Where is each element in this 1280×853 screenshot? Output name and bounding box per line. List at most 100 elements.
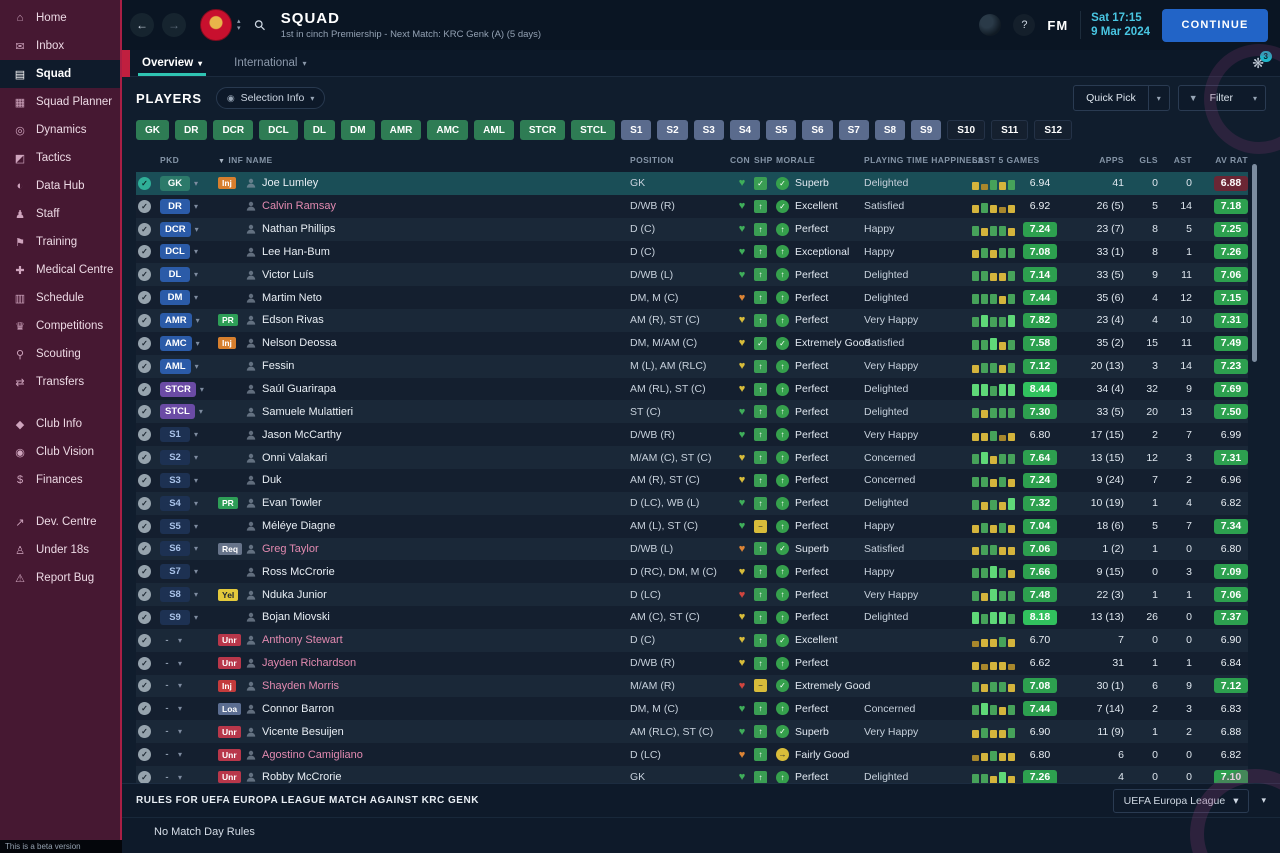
table-row[interactable]: ✓ S6 ▾ Req Greg Taylor D/WB (L) ♥ ↑ ✓ Su…	[136, 537, 1248, 561]
sidebar-item-club-info[interactable]: ◆ Club Info	[0, 410, 122, 438]
chevron-down-icon[interactable]: ▾	[195, 338, 200, 348]
chevron-down-icon[interactable]: ▾	[194, 178, 199, 188]
table-row[interactable]: ✓ DR ▾ Calvin Ramsay D/WB (R) ♥ ↑ ✓ Exce…	[136, 194, 1248, 218]
sidebar-item-competitions[interactable]: ♛ Competitions	[0, 312, 122, 340]
search-icon[interactable]: ⚲	[250, 15, 269, 34]
chevron-down-icon[interactable]: ▾	[1156, 93, 1161, 103]
chevron-down-icon[interactable]: ▾	[194, 293, 199, 303]
table-row[interactable]: ✓ - ▾ Loa Connor Barron DM, M (C) ♥ ↑ ↑ …	[136, 697, 1248, 721]
table-row[interactable]: ✓ S1 ▾ Jason McCarthy D/WB (R) ♥ ↑ ↑ Per…	[136, 423, 1248, 447]
picked-check-icon[interactable]: ✓	[138, 679, 151, 693]
position-filter-stcr[interactable]: STCR	[519, 120, 566, 140]
position-badge[interactable]: -	[165, 749, 169, 761]
player-name[interactable]: Joe Lumley	[262, 177, 319, 190]
player-name[interactable]: Evan Towler	[262, 497, 322, 510]
table-row[interactable]: ✓ - ▾ Unr Anthony Stewart D (C) ♥ ↑ ✓ Ex…	[136, 628, 1248, 652]
player-name[interactable]: Saúl Guarirapa	[262, 383, 336, 396]
picked-check-icon[interactable]: ✓	[138, 496, 151, 510]
table-row[interactable]: ✓ S3 ▾ Duk AM (R), ST (C) ♥ ↑ ↑ Perfect …	[136, 468, 1248, 492]
chevron-down-icon[interactable]: ▾	[178, 658, 183, 668]
table-row[interactable]: ✓ AMC ▾ Inj Nelson Deossa DM, M/AM (C) ♥…	[136, 331, 1248, 355]
player-name[interactable]: Samuele Mulattieri	[262, 405, 354, 418]
chevron-down-icon[interactable]: ▾	[194, 612, 199, 622]
chevron-down-icon[interactable]: ▾	[178, 635, 183, 645]
picked-check-icon[interactable]: ✓	[138, 268, 151, 282]
picked-check-icon[interactable]: ✓	[138, 451, 151, 465]
player-name[interactable]: Martim Neto	[262, 291, 322, 304]
tab-overview[interactable]: Overview ▾	[130, 50, 214, 76]
picked-check-icon[interactable]: ✓	[138, 633, 151, 647]
table-row[interactable]: ✓ DL ▾ Victor Luís D/WB (L) ♥ ↑ ↑ Perfec…	[136, 263, 1248, 287]
position-filter-dr[interactable]: DR	[175, 120, 208, 140]
position-badge[interactable]: -	[165, 726, 169, 738]
picked-check-icon[interactable]: ✓	[138, 473, 151, 487]
column-header-morale[interactable]: MORALE	[776, 155, 816, 165]
position-filter-s7[interactable]: S7	[838, 120, 869, 140]
forward-button[interactable]: →	[162, 13, 186, 37]
position-filter-dcr[interactable]: DCR	[213, 120, 254, 140]
column-header-gls[interactable]: GLS	[1139, 155, 1158, 165]
position-filter-amr[interactable]: AMR	[380, 120, 422, 140]
picked-check-icon[interactable]: ✓	[138, 222, 151, 236]
player-name[interactable]: Nathan Phillips	[262, 223, 336, 236]
position-filter-dcl[interactable]: DCL	[259, 120, 298, 140]
table-row[interactable]: ✓ AMR ▾ PR Edson Rivas AM (R), ST (C) ♥ …	[136, 309, 1248, 332]
sidebar-item-finances[interactable]: $ Finances	[0, 466, 122, 494]
table-row[interactable]: ✓ - ▾ Unr Jayden Richardson D/WB (R) ♥ ↑…	[136, 651, 1248, 675]
table-row[interactable]: ✓ S2 ▾ Onni Valakari M/AM (C), ST (C) ♥ …	[136, 446, 1248, 469]
chevron-down-icon[interactable]: ▾	[194, 475, 199, 485]
picked-check-icon[interactable]: ✓	[138, 176, 151, 190]
column-header-happiness[interactable]: PLAYING TIME HAPPINESS	[864, 155, 984, 165]
position-badge[interactable]: STCR	[160, 381, 196, 397]
position-filter-s12[interactable]: S12	[1034, 120, 1073, 140]
position-badge[interactable]: AMR	[160, 312, 192, 328]
position-badge[interactable]: -	[165, 680, 169, 692]
column-header-apps[interactable]: APPS	[1099, 155, 1124, 165]
collapse-panel-icon[interactable]: ▾	[1261, 795, 1266, 805]
picked-check-icon[interactable]: ✓	[138, 702, 151, 716]
chevron-down-icon[interactable]: ▾	[178, 750, 183, 760]
picked-check-icon[interactable]: ✓	[138, 428, 151, 442]
table-row[interactable]: ✓ S9 ▾ Bojan Miovski AM (C), ST (C) ♥ ↑ …	[136, 606, 1248, 629]
sidebar-item-report-bug[interactable]: ⚠ Report Bug	[0, 564, 122, 592]
position-filter-aml[interactable]: AML	[474, 120, 514, 140]
position-filter-gk[interactable]: GK	[136, 120, 169, 140]
vertical-scrollbar[interactable]	[1252, 164, 1257, 362]
player-name[interactable]: Fessin	[262, 360, 295, 373]
player-name[interactable]: Jayden Richardson	[262, 657, 357, 670]
position-filter-s10[interactable]: S10	[947, 120, 986, 140]
tab-international[interactable]: International ▾	[222, 50, 318, 76]
sidebar-item-scouting[interactable]: ⚲ Scouting	[0, 340, 122, 368]
position-badge[interactable]: S6	[160, 541, 190, 557]
picked-check-icon[interactable]: ✓	[138, 313, 151, 327]
sidebar-item-schedule[interactable]: ▥ Schedule	[0, 284, 122, 312]
column-header-con[interactable]: CON	[730, 155, 751, 165]
position-badge[interactable]: -	[165, 703, 169, 715]
chevron-down-icon[interactable]: ▾	[194, 270, 199, 280]
position-filter-s6[interactable]: S6	[802, 120, 833, 140]
position-badge[interactable]: DR	[160, 198, 190, 214]
sidebar-item-dynamics[interactable]: ◎ Dynamics	[0, 116, 122, 144]
chevron-down-icon[interactable]: ▾	[199, 384, 204, 394]
chevron-down-icon[interactable]: ▾	[194, 590, 199, 600]
player-name[interactable]: Robby McCrorie	[262, 771, 342, 784]
position-badge[interactable]: AML	[160, 358, 191, 374]
column-header-ast[interactable]: AST	[1173, 155, 1192, 165]
column-header-inf[interactable]: ▼ INF	[218, 155, 244, 165]
table-row[interactable]: ✓ - ▾ Inj Shayden Morris M/AM (R) ♥ − ✓ …	[136, 674, 1248, 698]
chevron-down-icon[interactable]: ▾	[178, 704, 183, 714]
player-name[interactable]: Calvin Ramsay	[262, 200, 336, 213]
position-badge[interactable]: S5	[160, 518, 190, 534]
position-badge[interactable]: GK	[160, 175, 190, 191]
player-name[interactable]: Nelson Deossa	[262, 337, 337, 350]
table-row[interactable]: ✓ - ▾ Unr Vicente Besuijen AM (RLC), ST …	[136, 720, 1248, 744]
column-header-position[interactable]: POSITION	[630, 155, 674, 165]
selection-info-dropdown[interactable]: ◉ Selection Info ▾	[215, 87, 326, 109]
table-row[interactable]: ✓ DM ▾ Martim Neto DM, M (C) ♥ ↑ ↑ Perfe…	[136, 286, 1248, 310]
chevron-down-icon[interactable]: ▾	[178, 772, 183, 782]
picked-check-icon[interactable]: ✓	[138, 610, 151, 624]
table-row[interactable]: ✓ S8 ▾ Yel Nduka Junior D (LC) ♥ ↑ ↑ Per…	[136, 583, 1248, 607]
picked-check-icon[interactable]: ✓	[138, 199, 151, 213]
position-badge[interactable]: S1	[160, 427, 190, 443]
chevron-down-icon[interactable]: ▾	[194, 430, 199, 440]
